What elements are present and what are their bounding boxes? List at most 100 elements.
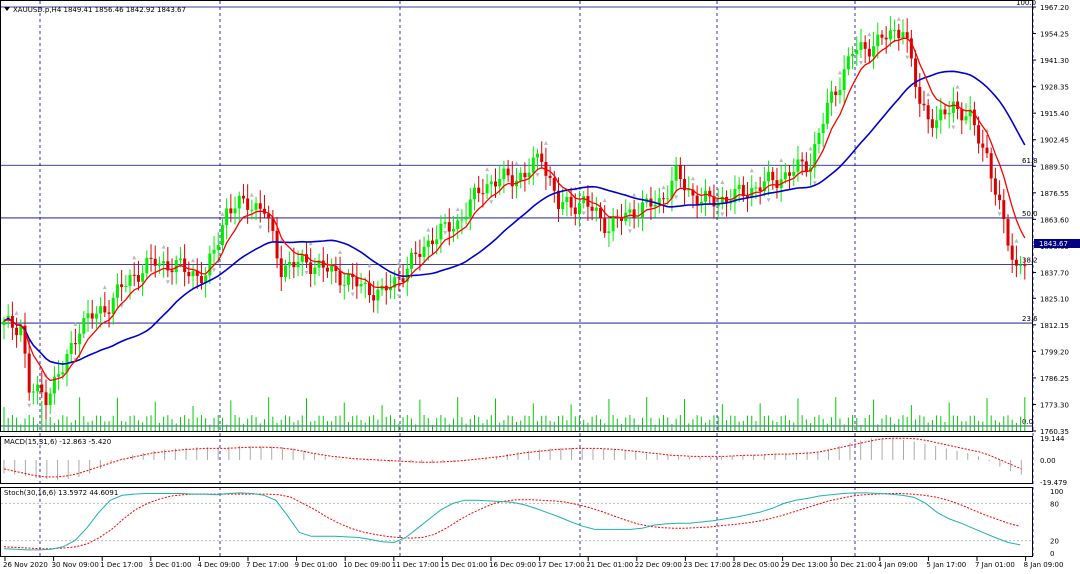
candle-body <box>124 286 128 288</box>
candle-body <box>750 187 754 198</box>
candle-body <box>435 239 439 245</box>
candle-body <box>468 199 472 217</box>
candle-body <box>678 165 682 180</box>
fractal-down-icon <box>905 55 910 60</box>
candle-body <box>69 343 73 355</box>
fractal-down-icon <box>443 230 448 235</box>
time-axis-label: 22 Dec 09:00 <box>635 561 682 569</box>
candle-body <box>628 209 632 213</box>
current-price-tag <box>1034 239 1080 248</box>
candle-body <box>128 274 132 287</box>
fibonacci-levels: 100.0 61.8 50.0 38.2 23.6 0.0 <box>1 0 1038 427</box>
candle-body <box>636 217 640 219</box>
candle-body <box>846 56 850 70</box>
fractal-up-icon <box>661 185 666 190</box>
candle-body <box>1019 265 1023 267</box>
fractal-up-icon <box>191 258 196 263</box>
price-axis-label: 1863.60 <box>1040 216 1069 224</box>
price-axis-label: 1760.35 <box>1040 428 1069 436</box>
candle-body <box>930 119 934 128</box>
time-axis-label: 17 Dec 17:00 <box>538 561 585 569</box>
stoch-panel[interactable] <box>0 487 1033 557</box>
candle-body <box>451 229 455 232</box>
candle-body <box>582 196 586 204</box>
stochastic-indicator <box>1 492 1032 551</box>
candle-body <box>821 123 825 134</box>
candle-body <box>926 105 930 120</box>
slow-moving-average-line <box>3 70 1026 365</box>
candle-body <box>355 277 359 287</box>
period-separators <box>39 1 1034 556</box>
price-panel[interactable] <box>0 0 1033 432</box>
candle-body <box>162 261 166 264</box>
fib-label: 100.0 <box>1016 0 1036 7</box>
candle-body <box>788 172 792 176</box>
candle-body <box>897 29 901 39</box>
candle-body <box>527 172 531 178</box>
price-axis-label: 1928.35 <box>1040 84 1069 92</box>
candle-body <box>296 261 300 268</box>
fractal-up-icon <box>926 92 931 97</box>
candle-body <box>762 181 766 192</box>
macd-axis-label: -19.479 <box>1040 479 1067 487</box>
fractal-down-icon <box>858 60 863 65</box>
candle-body <box>884 37 888 40</box>
candle-body <box>683 179 687 191</box>
candle-body <box>510 175 514 187</box>
fib-label: 50.0 <box>1022 210 1038 218</box>
time-axis-label: 3 Dec 01:00 <box>149 561 192 569</box>
candle-body <box>40 384 44 393</box>
candle-body <box>115 284 119 298</box>
candle-body <box>498 178 502 187</box>
candle-body <box>733 189 737 203</box>
candle-body <box>456 220 460 230</box>
candle-body <box>947 112 951 115</box>
collapse-arrow-icon[interactable] <box>4 7 10 11</box>
candle-body <box>649 198 653 207</box>
candle-body <box>632 209 636 218</box>
candle-body <box>699 201 703 206</box>
macd-panel[interactable] <box>0 436 1033 484</box>
candle-body <box>460 219 464 221</box>
candle-body <box>712 196 716 207</box>
price-axis-label: 1786.25 <box>1040 375 1069 383</box>
candle-body <box>607 231 611 234</box>
candle-body <box>170 270 174 273</box>
time-axis-label: 4 Dec 09:00 <box>197 561 240 569</box>
candlesticks <box>2 16 1027 420</box>
candle-body <box>94 313 98 319</box>
macd-axis-label: 0.00 <box>1040 457 1056 465</box>
candle-body <box>178 258 182 261</box>
candle-body <box>157 263 161 266</box>
candle-body <box>271 218 275 231</box>
price-axis-label: 1902.45 <box>1040 137 1069 145</box>
candle-body <box>838 89 842 96</box>
candle-body <box>86 313 90 319</box>
candle-body <box>183 258 187 273</box>
candle-body <box>481 193 485 195</box>
candle-body <box>1002 200 1006 220</box>
fractal-down-icon <box>997 212 1002 217</box>
fractal-up-icon <box>396 260 401 265</box>
stoch-label: Stoch(30,16,6) 13.5972 44.6091 <box>4 489 118 497</box>
candle-body <box>153 258 157 266</box>
candle-body <box>565 196 569 203</box>
candle-body <box>851 53 855 57</box>
candle-body <box>834 91 838 96</box>
fractal-up-icon <box>543 140 548 145</box>
candle-body <box>536 153 540 158</box>
candle-body <box>901 32 905 39</box>
candle-body <box>99 306 103 314</box>
candle-body <box>430 240 434 245</box>
candle-body <box>31 391 35 393</box>
price-axis-label: 1967.20 <box>1040 4 1069 12</box>
candle-body <box>422 246 426 257</box>
fractal-down-icon <box>258 225 263 230</box>
fractal-up-icon <box>602 198 607 203</box>
candle-body <box>796 159 800 172</box>
candle-body <box>107 312 111 314</box>
candle-body <box>15 327 19 336</box>
fib-label: 61.8 <box>1022 157 1038 165</box>
time-axis-label: 30 Dec 21:00 <box>829 561 876 569</box>
